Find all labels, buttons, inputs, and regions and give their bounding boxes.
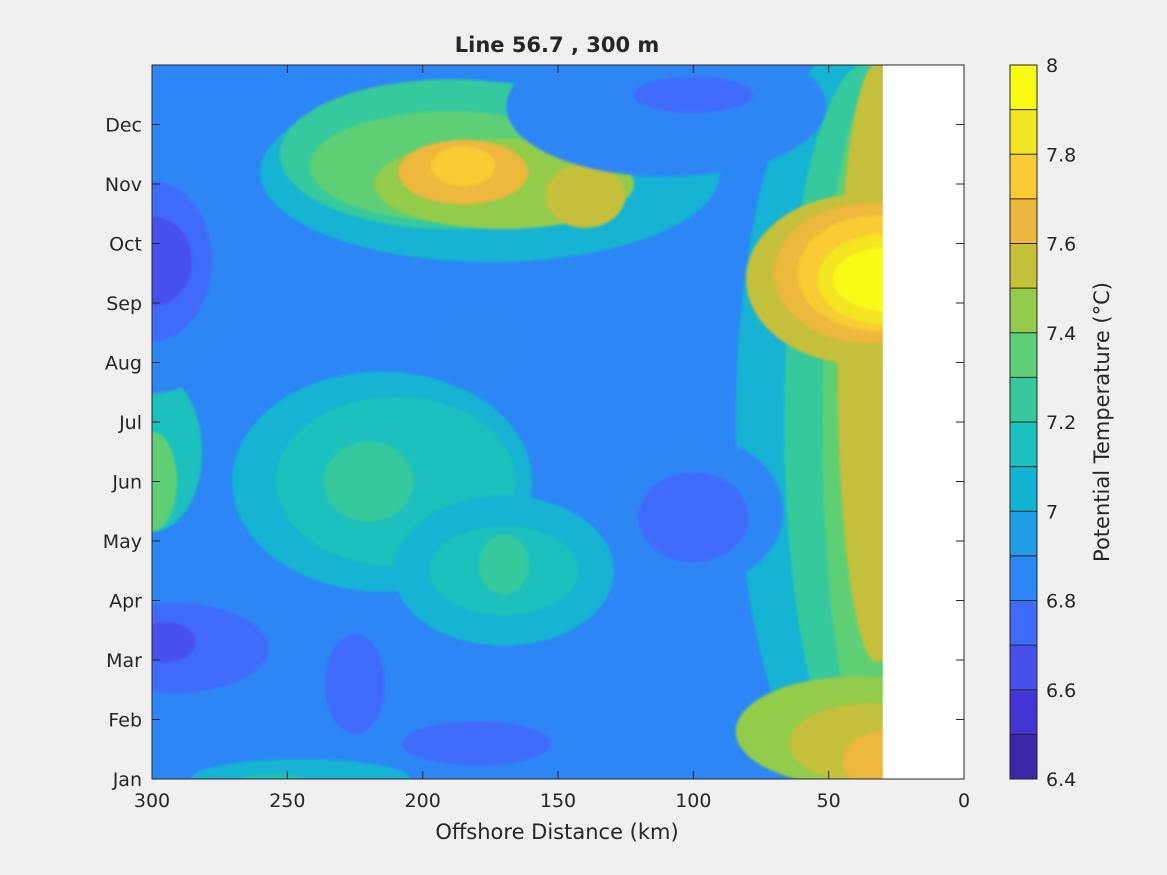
y-tick-label: Feb (108, 710, 142, 732)
x-tick-label: 50 (817, 790, 841, 812)
contour-region (478, 534, 529, 595)
colorbar-block (1010, 198, 1037, 244)
colorbar-tick-label: 7.2 (1046, 412, 1076, 434)
colorbar-block (1010, 65, 1037, 110)
colorbar-block (1010, 154, 1037, 199)
contour-field (152, 65, 883, 779)
x-axis-ticks: 300 250 200 150 100 50 0 (134, 65, 970, 812)
colorbar-block (1010, 109, 1037, 155)
contour-region (653, 482, 734, 553)
contour-region (833, 247, 883, 312)
y-tick-label: Apr (109, 591, 142, 613)
x-tick-label: 0 (958, 790, 970, 812)
colorbar-tick-label: 7.4 (1046, 323, 1076, 345)
x-tick-label: 100 (675, 790, 711, 812)
x-axis-label: Offshore Distance (km) (435, 820, 678, 844)
y-tick-label: Jun (111, 472, 142, 494)
contour-region (431, 146, 496, 187)
x-tick-label: 200 (405, 790, 441, 812)
x-tick-label: 250 (269, 790, 305, 812)
y-tick-label: Aug (105, 353, 142, 375)
colorbar-tick-label: 7.8 (1046, 144, 1076, 166)
x-tick-label: 150 (540, 790, 576, 812)
colorbar-block (1010, 288, 1037, 333)
colorbar-tick-label: 6.6 (1046, 680, 1076, 702)
contour-region (633, 76, 754, 113)
contour-region (152, 216, 192, 307)
colorbar-block (1010, 689, 1037, 735)
colorbar-block (1010, 645, 1037, 690)
y-tick-label: Dec (105, 115, 142, 137)
colorbar-tick-label: 6.8 (1046, 591, 1076, 613)
chart-title: Line 56.7 , 300 m (455, 33, 660, 57)
colorbar-block (1010, 332, 1037, 378)
contour-region (152, 622, 196, 663)
colorbar-tick-label: 7 (1046, 501, 1058, 523)
no-data-strip (882, 65, 883, 779)
colorbar-ticks: 6.4 6.6 6.8 7 7.2 7.4 7.6 7.8 8 (1010, 55, 1076, 791)
contour-region (421, 299, 532, 390)
contour-region (239, 772, 309, 779)
colorbar-tick-label: 6.4 (1046, 769, 1076, 791)
colorbar-block (1010, 243, 1037, 289)
contour-region (842, 731, 883, 779)
colorbar-block (1010, 734, 1037, 779)
colorbar-tick-label: 8 (1046, 55, 1058, 77)
y-tick-label: Jul (118, 412, 142, 434)
contour-region (325, 633, 385, 734)
colorbar: 6.4 6.6 6.8 7 7.2 7.4 7.6 7.8 8 Potential Temper… (1009, 55, 1114, 791)
colorbar-tick-label: 7.6 (1046, 234, 1076, 256)
axes: 300 250 200 150 100 50 0 Jan Feb Mar Apr May Jun Jul… (103, 64, 970, 812)
contour-region (323, 441, 414, 522)
contour-region (401, 721, 552, 766)
contour-region (152, 431, 177, 532)
x-tick-label: 300 (134, 790, 170, 812)
colorbar-block (1010, 555, 1037, 601)
colorbar-block (1010, 511, 1037, 556)
contour-region (190, 759, 411, 779)
colorbar-block (1010, 466, 1037, 512)
colorbar-block (1010, 422, 1037, 467)
colorbar-block (1010, 600, 1037, 646)
colorbar-label: Potential Temperature (°C) (1090, 282, 1114, 562)
y-tick-label: Jan (112, 769, 142, 791)
y-tick-label: Mar (106, 650, 142, 672)
y-tick-label: Sep (106, 293, 142, 315)
y-tick-label: Nov (105, 174, 142, 196)
colorbar-blocks (1010, 65, 1037, 779)
contour-region (545, 163, 626, 228)
y-axis-ticks: Jan Feb Mar Apr May Jun Jul Aug Sep Oct Nov Dec (103, 115, 964, 791)
y-tick-label: Oct (109, 234, 142, 256)
colorbar-block (1010, 377, 1037, 422)
y-tick-label: May (103, 531, 142, 553)
